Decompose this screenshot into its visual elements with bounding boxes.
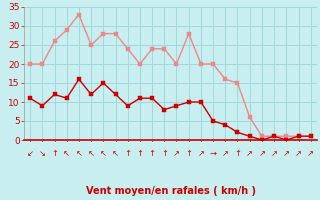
Text: →: → [210,149,217,158]
Text: ↗: ↗ [197,149,204,158]
Text: ↑: ↑ [148,149,156,158]
Text: ↗: ↗ [259,149,265,158]
Text: Vent moyen/en rafales ( km/h ): Vent moyen/en rafales ( km/h ) [86,186,256,196]
Text: ↗: ↗ [307,149,314,158]
Text: ↗: ↗ [246,149,253,158]
Text: ↗: ↗ [173,149,180,158]
Text: ↘: ↘ [39,149,46,158]
Text: ↖: ↖ [112,149,119,158]
Text: ↙: ↙ [27,149,34,158]
Text: ↗: ↗ [271,149,278,158]
Text: ↑: ↑ [185,149,192,158]
Text: ↗: ↗ [222,149,229,158]
Text: ↖: ↖ [100,149,107,158]
Text: ↑: ↑ [124,149,131,158]
Text: ↑: ↑ [51,149,58,158]
Text: ↑: ↑ [234,149,241,158]
Text: ↑: ↑ [161,149,168,158]
Text: ↗: ↗ [295,149,302,158]
Text: ↖: ↖ [88,149,95,158]
Text: ↗: ↗ [283,149,290,158]
Text: ↖: ↖ [63,149,70,158]
Text: ↖: ↖ [76,149,83,158]
Text: ↑: ↑ [136,149,143,158]
